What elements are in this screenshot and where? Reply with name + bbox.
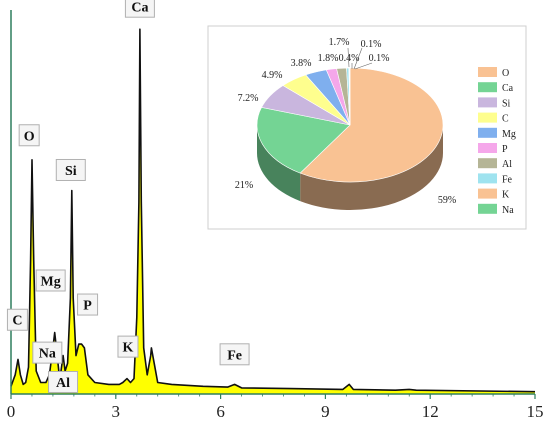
pie-pct-k: 0.1% xyxy=(361,39,382,50)
peak-label-box xyxy=(219,343,250,366)
legend-item-mg: Mg xyxy=(478,127,516,140)
peak-label-al: Al xyxy=(48,370,79,393)
x-tick-label: 3 xyxy=(112,402,121,421)
peak-label-text: Ca xyxy=(131,1,148,16)
peak-label-box xyxy=(77,293,99,316)
peak-label-na: Na xyxy=(32,341,63,364)
peak-label-p: P xyxy=(77,293,99,316)
legend-item-na: Na xyxy=(478,203,514,216)
legend-label: Mg xyxy=(502,129,516,140)
legend-swatch xyxy=(478,127,497,138)
pie-pct-si: 7.2% xyxy=(238,93,259,104)
peak-label-box xyxy=(32,341,63,364)
legend-item-al: Al xyxy=(478,158,512,170)
peak-label-mg: Mg xyxy=(35,269,66,292)
peak-label-box xyxy=(35,269,66,292)
peak-label-text: C xyxy=(12,314,22,329)
peak-label-text: Fe xyxy=(227,348,242,363)
pie-pct-c: 4.9% xyxy=(262,70,283,81)
pie-leader-lines xyxy=(347,47,373,70)
legend-item-k: K xyxy=(478,188,510,201)
peak-label-text: Na xyxy=(39,347,56,362)
pie-pct-al: 1.7% xyxy=(329,37,350,48)
legend-swatch xyxy=(478,97,497,108)
pie-top xyxy=(256,67,444,183)
pie-side-walls xyxy=(257,125,444,210)
pie-pct-p: 1.8% xyxy=(318,53,339,64)
peak-label-o: O xyxy=(18,124,40,147)
legend-swatch xyxy=(478,173,497,184)
pie-pct-mg: 3.8% xyxy=(291,58,312,69)
peak-label-text: Si xyxy=(65,164,77,179)
legend-swatch xyxy=(478,143,497,153)
x-tick-label: 0 xyxy=(7,402,16,421)
legend-label: Fe xyxy=(502,174,513,185)
legend-swatch xyxy=(478,203,497,214)
pie-side-ca xyxy=(257,125,301,202)
leader-line xyxy=(353,47,363,70)
legend-item-p: P xyxy=(478,143,508,155)
legend-label: P xyxy=(502,144,508,155)
pie-pct-fe: 0.4% xyxy=(339,53,360,64)
leader-line xyxy=(354,62,373,70)
peak-label-c: C xyxy=(6,308,28,331)
legend-label: C xyxy=(502,114,509,125)
peak-label-k: K xyxy=(117,335,139,358)
leader-line xyxy=(347,47,350,68)
legend-item-c: C xyxy=(478,112,509,125)
peak-label-text: K xyxy=(123,341,134,356)
legend-label: Ca xyxy=(502,83,514,94)
peak-label-box xyxy=(117,335,139,358)
peak-label-si: Si xyxy=(55,158,86,181)
peak-label-box xyxy=(18,124,40,147)
pie-pct-o: 59% xyxy=(438,195,456,206)
legend-label: Si xyxy=(502,98,511,109)
legend-label: K xyxy=(502,190,510,201)
legend-item-ca: Ca xyxy=(478,82,514,94)
pie-side-o xyxy=(300,125,444,210)
peak-label-box xyxy=(55,158,86,181)
legend-swatch xyxy=(478,158,497,169)
legend-item-o: O xyxy=(478,67,509,79)
pie-inset: 59%21%7.2%4.9%3.8% 1.8%1.7%0.4%0.1%0.1%OC… xyxy=(207,25,527,230)
peak-label-box xyxy=(6,308,28,331)
legend-swatch xyxy=(478,82,497,93)
legend-item-fe: Fe xyxy=(478,173,513,185)
x-tick-label: 15 xyxy=(527,402,544,421)
pie-slice-o xyxy=(299,67,444,183)
legend-label: Na xyxy=(502,205,514,216)
pie-slice-ca xyxy=(256,107,351,174)
pie-pct-na: 0.1% xyxy=(369,53,390,64)
pie-percent-labels: 59%21%7.2%4.9%3.8% 1.8%1.7%0.4%0.1%0.1% xyxy=(235,37,456,206)
legend-swatch xyxy=(478,112,497,123)
legend-label: Al xyxy=(502,159,512,170)
legend-item-si: Si xyxy=(478,97,511,109)
peak-label-text: O xyxy=(24,129,35,144)
peak-label-ca: Ca xyxy=(124,0,155,18)
pie-pct-ca: 21% xyxy=(235,180,253,191)
legend-label: O xyxy=(502,68,509,79)
peak-label-text: Mg xyxy=(41,275,61,290)
spectrum-fill xyxy=(11,29,535,394)
x-tick-label: 9 xyxy=(321,402,330,421)
peak-label-box xyxy=(124,0,155,18)
legend-swatch xyxy=(478,188,497,199)
peak-label-text: P xyxy=(83,299,92,314)
peak-label-text: Al xyxy=(56,376,70,391)
peak-label-fe: Fe xyxy=(219,343,250,366)
x-tick-label: 6 xyxy=(216,402,225,421)
x-tick-label: 12 xyxy=(422,402,439,421)
legend-swatch xyxy=(478,67,497,77)
pie-slice-na xyxy=(349,67,351,126)
peak-label-box xyxy=(48,370,79,393)
pie-legend: O Ca Si C Mg P Al Fe K Na xyxy=(478,67,516,216)
